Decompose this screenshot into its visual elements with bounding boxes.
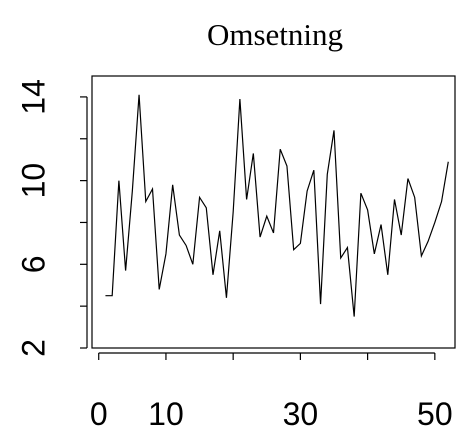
series-line	[105, 94, 449, 317]
y-axis: 2 6 10 14	[15, 79, 88, 357]
series-layer	[105, 94, 449, 317]
y-tick-label: 14	[15, 79, 51, 115]
x-tick-label: 50	[417, 396, 453, 432]
chart-title: Omsetning	[207, 17, 343, 52]
x-tick-label: 30	[283, 396, 319, 432]
plot-frame	[91, 75, 456, 349]
x-axis: 0 10 30 50	[90, 352, 453, 432]
y-tick-label: 2	[15, 339, 51, 357]
y-tick-label: 10	[15, 163, 51, 199]
x-tick-label: 0	[90, 396, 108, 432]
y-tick-label: 6	[15, 255, 51, 273]
x-tick-label: 10	[148, 396, 184, 432]
